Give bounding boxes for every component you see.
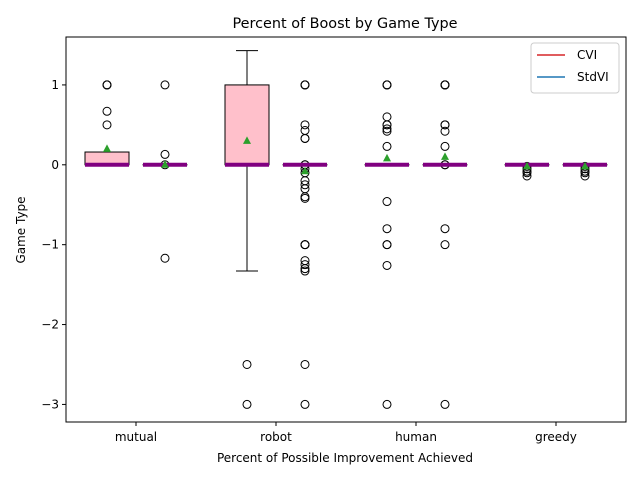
x-axis-label: Percent of Possible Improvement Achieved: [217, 451, 473, 465]
y-axis-label: Game Type: [14, 196, 28, 263]
y-tick-label: −2: [41, 318, 59, 332]
legend-label-stdvi: StdVI: [577, 70, 609, 84]
y-tick-label: 1: [51, 78, 59, 92]
x-tick-label: human: [395, 430, 437, 444]
x-tick-label: robot: [260, 430, 292, 444]
box-cvi-robot: [225, 85, 269, 165]
y-tick-label: −1: [41, 238, 59, 252]
legend: CVI StdVI: [531, 43, 619, 93]
x-tick-label: greedy: [535, 430, 577, 444]
y-tick-label: 0: [51, 158, 59, 172]
legend-label-cvi: CVI: [577, 48, 597, 62]
chart-title: Percent of Boost by Game Type: [232, 16, 457, 32]
y-tick-label: −3: [41, 397, 59, 411]
legend-frame: [531, 43, 619, 93]
x-tick-label: mutual: [115, 430, 157, 444]
